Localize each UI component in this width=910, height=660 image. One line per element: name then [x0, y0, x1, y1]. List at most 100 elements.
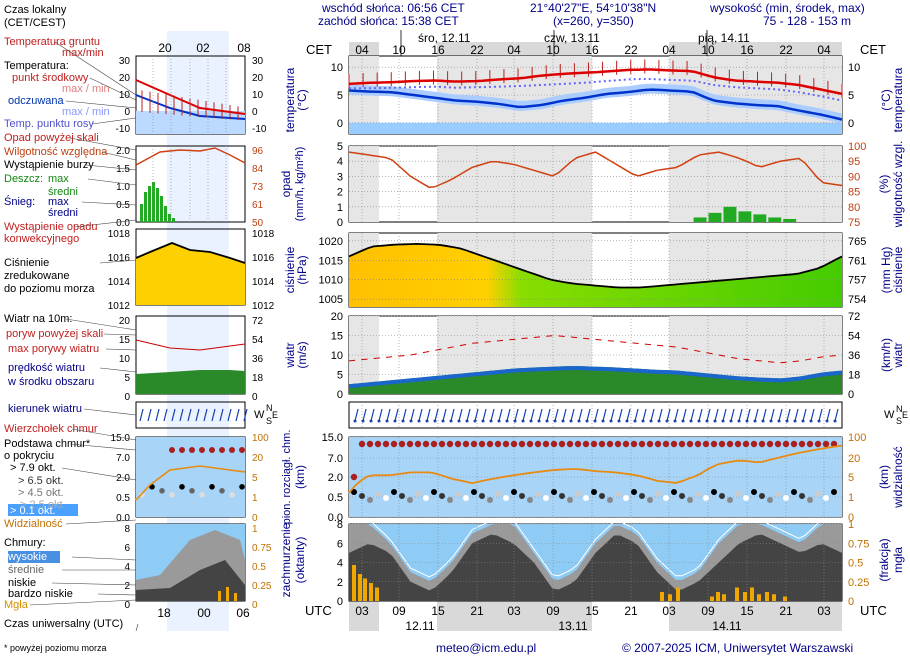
- wind-kmh-tick: 36: [848, 350, 860, 362]
- legend-text: średni: [48, 186, 78, 198]
- mini-temp-tick-right: -10: [252, 124, 267, 135]
- legend-text: punkt środkowy: [12, 72, 89, 84]
- wind-arrow-head: [737, 419, 741, 423]
- humid-title: wilgotność wzgl.: [891, 141, 905, 229]
- cloud-base-dot: [823, 495, 829, 501]
- cloud-top-dot: [454, 440, 462, 448]
- cloud-top-dot: [422, 440, 430, 448]
- mini-cloud-top-dot: [229, 447, 235, 453]
- mini-cloud-top-dot: [179, 447, 185, 453]
- wind-arrow-head: [409, 419, 413, 423]
- temp-tick-left: 0: [337, 118, 343, 130]
- temp-tick-right: 10: [848, 62, 860, 74]
- mini-wind-tick: 10: [119, 354, 131, 365]
- gust-segment: [804, 358, 812, 361]
- precip-tick: 0: [337, 217, 343, 229]
- gust-segment: [817, 356, 824, 359]
- cloud-top-dot: [398, 440, 406, 448]
- wind-arrow-head: [593, 419, 597, 423]
- mini-wind-arrow: [211, 408, 216, 422]
- cloud-top-dot: [582, 440, 590, 448]
- cloud-base-dot: [447, 497, 453, 503]
- cloud-base-dot: [391, 489, 397, 495]
- legend-leader: [135, 623, 139, 632]
- legend-leader: [91, 117, 137, 125]
- mini-cloud-base-dot: [219, 488, 225, 494]
- fog-bar: [363, 578, 367, 601]
- pressure-area: [349, 243, 842, 307]
- mini-fog-bar: [234, 593, 237, 601]
- gust-segment: [718, 354, 726, 357]
- wind-direction-arrow: [442, 408, 447, 422]
- wind-direction-arrow: [370, 408, 375, 422]
- wind-direction-arrow: [746, 408, 751, 422]
- mini-precip-bar: [164, 206, 167, 222]
- legend-text: konwekcyjnego: [4, 233, 79, 245]
- cloud-top-dot: [686, 440, 694, 448]
- gust-segment: [669, 345, 676, 348]
- utc-date: 14.11: [712, 619, 741, 633]
- day-label: pią, 14.11: [698, 31, 750, 45]
- mini-wind-arrow: [219, 408, 224, 422]
- vis-tick: 100: [848, 432, 866, 444]
- legend-leader: [71, 556, 137, 561]
- day-label: czw, 13.11: [544, 31, 600, 45]
- wind-arrow-head: [441, 419, 445, 423]
- gust-segment: [730, 356, 738, 360]
- wind-tick: 0: [337, 389, 343, 401]
- pres-title-right: ciśnienie: [891, 246, 905, 293]
- mini-humid-tick: 61: [252, 200, 264, 211]
- compass-w: W: [884, 409, 895, 421]
- cet-hour: 10: [701, 43, 715, 57]
- cloud-top-dot: [830, 440, 838, 448]
- wind-arrow-head: [809, 419, 813, 423]
- gust-segment: [681, 347, 689, 350]
- temp-title-right: temperatura: [891, 67, 905, 132]
- mini-pres-tick-right: 1018: [252, 229, 275, 240]
- wind-direction-arrow: [682, 408, 687, 422]
- cloud-top-dot: [414, 440, 422, 448]
- mini-compass-s: S: [266, 416, 272, 426]
- cloud-top-dot: [486, 440, 494, 448]
- cloud-base-dot: [487, 497, 493, 503]
- cloud-top-dot: [758, 440, 766, 448]
- mini-cloud-tick: 2.0: [116, 473, 130, 484]
- mini-wind-arrow: [163, 408, 168, 422]
- cloud-top-dot: [622, 440, 630, 448]
- legend-text: > 4.5 okt.: [18, 487, 64, 499]
- cloud-base-dot: [431, 489, 437, 495]
- legend-leader: [54, 41, 137, 96]
- wind-direction-arrow: [562, 408, 567, 422]
- wind-kmh-tick: 54: [848, 331, 860, 343]
- gust-segment: [632, 342, 639, 344]
- cloud-top-dot: [782, 440, 790, 448]
- wind-arrow-head: [649, 419, 653, 423]
- fog-bar: [743, 592, 747, 601]
- cet-night: [349, 42, 379, 56]
- mini-wind-kmh: 0: [252, 392, 258, 403]
- cet-hour: 10: [392, 43, 406, 57]
- legend-text: bardzo niskie: [8, 588, 73, 600]
- mini-fog-bar: [218, 591, 221, 601]
- mini-precip-bar: [140, 204, 143, 222]
- wind-tick: 5: [337, 370, 343, 382]
- day-label: śro, 12.11: [418, 31, 471, 45]
- email-link[interactable]: meteo@icm.edu.pl: [436, 641, 537, 655]
- cloud-tick: 7.0: [328, 453, 343, 465]
- cloud-base-dot: [751, 489, 757, 495]
- wind-direction-arrow: [738, 408, 743, 422]
- wind-direction-arrow: [714, 408, 719, 422]
- cloud-base-dot: [415, 491, 421, 497]
- gust-segment: [768, 361, 775, 363]
- precip-bar: [738, 211, 752, 222]
- cloud-base-dot: [831, 489, 837, 495]
- temp-tick-right: 0: [848, 118, 854, 130]
- wind-arrow-head: [745, 419, 749, 423]
- wind-arrow-head: [513, 419, 517, 423]
- wind-arrow-head: [417, 419, 421, 423]
- legend-text: Deszcz:: [4, 173, 43, 185]
- gust-segment: [484, 341, 491, 343]
- precip-bar: [708, 212, 722, 222]
- cloud-top-dot: [630, 440, 638, 448]
- cloud-base-dot: [543, 495, 549, 501]
